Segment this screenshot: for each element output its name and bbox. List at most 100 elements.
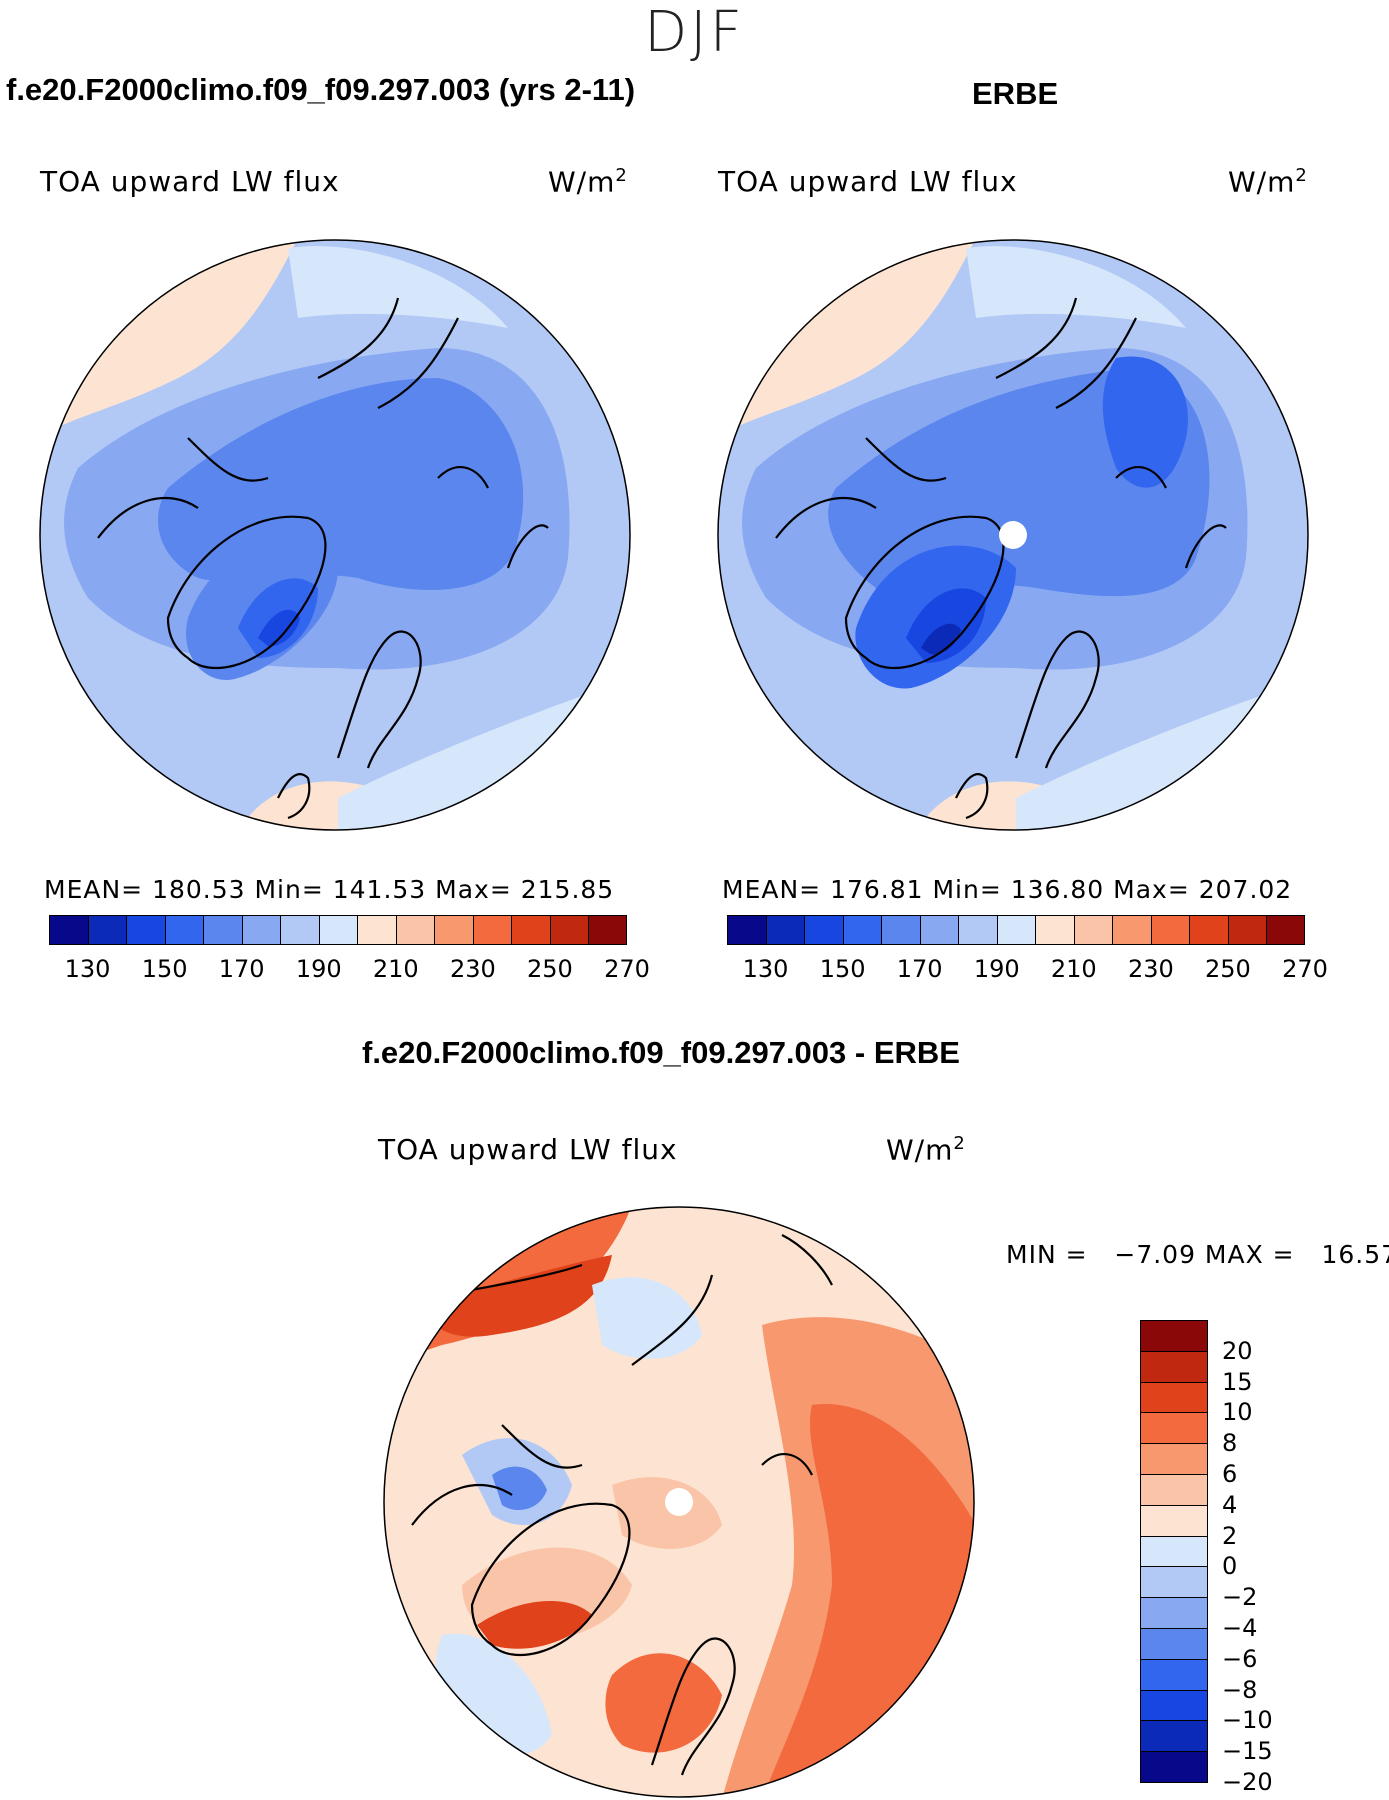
- difference-title: f.e20.F2000climo.f09_f09.297.003 - ERBE: [362, 1035, 960, 1070]
- colorbar-ticks-right: 130 150 170 190 210 230 250 270: [727, 955, 1328, 985]
- colorbar-level-label: −15: [1222, 1737, 1273, 1766]
- colorbar-tick-label: 190: [973, 955, 1020, 983]
- colorbar-swatch: [1140, 1658, 1208, 1690]
- colorbar-swatch: [1140, 1535, 1208, 1567]
- colorbar-swatch: [1150, 915, 1190, 945]
- season-title: DJF: [644, 0, 745, 65]
- colorbar-level-label: 6: [1222, 1460, 1238, 1488]
- colorbar-tick-label: 150: [819, 955, 866, 983]
- variable-label-right: TOA upward LW flux: [718, 165, 1018, 198]
- colorbar-swatch: [203, 915, 242, 945]
- colorbar-swatch: [1035, 915, 1074, 945]
- units-label-right: W/m2: [1228, 165, 1308, 199]
- colorbar-tick-label: 270: [1282, 955, 1328, 983]
- colorbar-swatch: [1140, 1720, 1208, 1752]
- colorbar-level-label: 20: [1222, 1336, 1253, 1365]
- colorbar-tick-label: 250: [527, 955, 573, 983]
- colorbar-tick-label: 170: [896, 955, 943, 983]
- colorbar-right: [727, 915, 1305, 945]
- colorbar-difference: [1140, 1320, 1208, 1783]
- colorbar-swatch: [1140, 1689, 1208, 1721]
- colorbar-swatch: [842, 915, 882, 945]
- diff-minmax: MIN = −7.09 MAX = 16.57: [1006, 1240, 1389, 1269]
- colorbar-swatch: [126, 915, 165, 945]
- colorbar-swatch: [241, 915, 281, 945]
- colorbar-level-label: −2: [1222, 1583, 1258, 1612]
- colorbar-tick-label: 210: [372, 955, 419, 983]
- colorbar-swatch: [1140, 1627, 1208, 1659]
- obs-title: ERBE: [972, 76, 1059, 111]
- map-difference-djf: [383, 1206, 975, 1798]
- colorbar-ticks-left: 130 150 170 190 210 230 250 270: [49, 955, 650, 985]
- colorbar-swatch: [588, 915, 627, 945]
- colorbar-tick-label: 150: [141, 955, 188, 983]
- colorbar-swatch: [434, 915, 473, 945]
- map-obs-djf: [717, 239, 1309, 831]
- colorbar-swatch: [919, 915, 959, 945]
- missing-data-pole: [999, 521, 1027, 549]
- colorbar-swatch: [395, 915, 435, 945]
- colorbar-level-label: 2: [1222, 1521, 1238, 1550]
- colorbar-left: [49, 915, 627, 945]
- colorbar-swatch: [765, 915, 805, 945]
- variable-label-left: TOA upward LW flux: [40, 165, 340, 198]
- colorbar-tick-label: 190: [295, 955, 342, 983]
- colorbar-tick-label: 130: [742, 955, 789, 983]
- colorbar-swatch: [881, 915, 920, 945]
- colorbar-swatch: [1140, 1443, 1208, 1474]
- colorbar-swatch: [1112, 915, 1151, 945]
- units-label-diff: W/m2: [886, 1133, 966, 1167]
- colorbar-level-label: −20: [1222, 1768, 1273, 1796]
- missing-data-pole-diff: [665, 1488, 693, 1516]
- variable-label-diff: TOA upward LW flux: [378, 1133, 678, 1166]
- map-model-djf: [39, 239, 631, 831]
- colorbar-swatch: [164, 915, 204, 945]
- colorbar-swatch: [1140, 1412, 1208, 1444]
- colorbar-swatch: [1140, 1381, 1208, 1413]
- colorbar-level-label: 8: [1222, 1429, 1238, 1458]
- colorbar-swatch: [1140, 1597, 1208, 1628]
- colorbar-swatch: [727, 915, 766, 945]
- colorbar-tick-label: 210: [1050, 955, 1097, 983]
- colorbar-swatch: [1140, 1751, 1208, 1783]
- colorbar-swatch: [1140, 1320, 1208, 1351]
- colorbar-swatch: [1073, 915, 1113, 945]
- colorbar-tick-label: 230: [449, 955, 496, 983]
- colorbar-level-label: −10: [1222, 1706, 1273, 1735]
- colorbar-level-label: 4: [1222, 1490, 1238, 1519]
- colorbar-swatch: [357, 915, 396, 945]
- stats-right: MEAN= 176.81 Min= 136.80 Max= 207.02: [722, 875, 1293, 904]
- colorbar-swatch: [280, 915, 319, 945]
- colorbar-swatch: [87, 915, 127, 945]
- colorbar-tick-label: 250: [1205, 955, 1251, 983]
- colorbar-swatch: [511, 915, 550, 945]
- colorbar-tick-label: 170: [218, 955, 265, 983]
- colorbar-tick-label: 230: [1127, 955, 1174, 983]
- colorbar-swatch: [472, 915, 512, 945]
- model-case-title: f.e20.F2000climo.f09_f09.297.003 (yrs 2-…: [6, 72, 636, 107]
- colorbar-swatch: [549, 915, 589, 945]
- colorbar-level-label: −6: [1222, 1644, 1258, 1673]
- colorbar-swatch: [49, 915, 88, 945]
- colorbar-swatch: [1227, 915, 1267, 945]
- colorbar-swatch: [1140, 1350, 1208, 1382]
- colorbar-swatch: [1140, 1566, 1208, 1598]
- colorbar-swatch: [996, 915, 1036, 945]
- colorbar-swatch: [318, 915, 358, 945]
- stats-left: MEAN= 180.53 Min= 141.53 Max= 215.85: [44, 875, 615, 904]
- colorbar-swatch: [1140, 1473, 1208, 1505]
- colorbar-level-label: 10: [1222, 1398, 1253, 1427]
- colorbar-level-label: −4: [1222, 1614, 1258, 1642]
- colorbar-swatch: [958, 915, 997, 945]
- colorbar-level-label: 15: [1222, 1367, 1253, 1396]
- colorbar-tick-label: 270: [604, 955, 650, 983]
- colorbar-level-label: 0: [1222, 1552, 1238, 1581]
- colorbar-swatch: [804, 915, 843, 945]
- colorbar-swatch: [1189, 915, 1228, 945]
- colorbar-level-label: −8: [1222, 1675, 1258, 1704]
- units-label-left: W/m2: [548, 165, 628, 199]
- colorbar-swatch: [1140, 1504, 1208, 1536]
- colorbar-difference-labels: 20 15 10 8 6 4 2 0 −2 −4 −6 −8 −10 −15 −20: [1222, 1320, 1302, 1800]
- colorbar-tick-label: 130: [64, 955, 111, 983]
- colorbar-swatch: [1266, 915, 1305, 945]
